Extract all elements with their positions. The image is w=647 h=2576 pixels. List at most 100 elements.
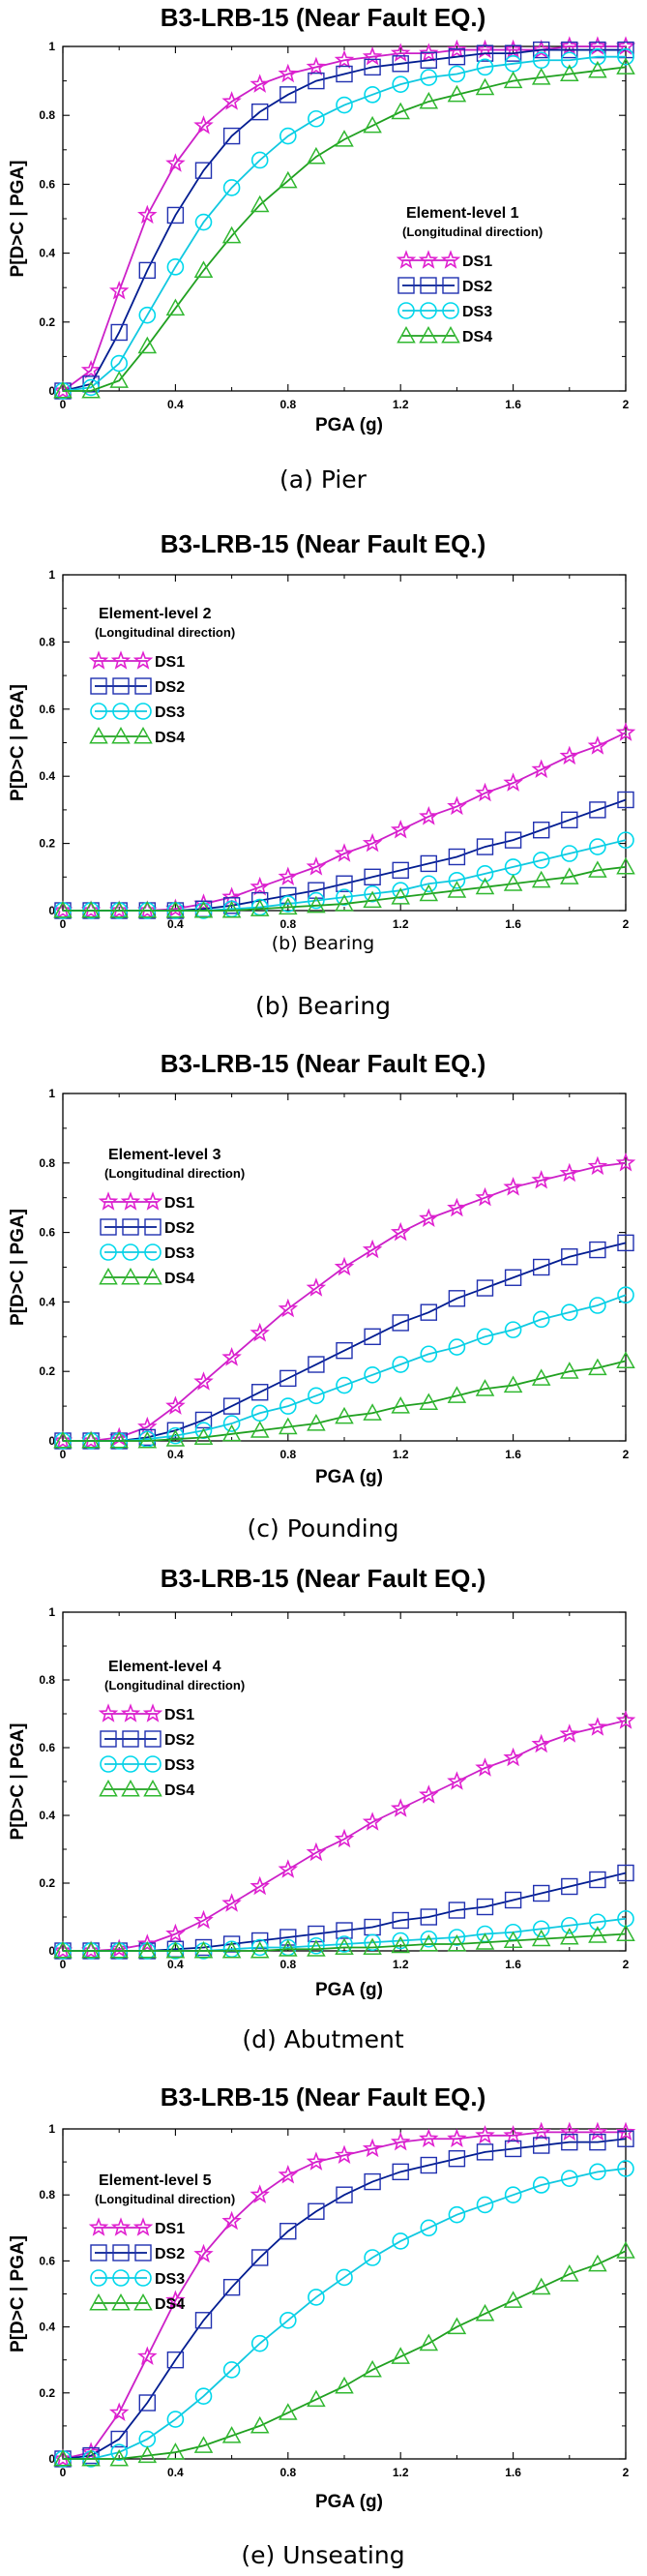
legend-marker-ds1	[440, 250, 461, 269]
legend-label-ds3: DS3	[155, 704, 185, 721]
data-point-ds2	[420, 2156, 437, 2174]
data-point-ds4	[221, 1423, 242, 1442]
data-point-ds4	[503, 874, 523, 891]
data-point-ds3	[308, 2289, 325, 2306]
data-point-ds4	[279, 1939, 298, 1957]
x-axis-label: PGA (g)	[315, 2492, 383, 2512]
data-point-ds4	[531, 1368, 551, 1386]
data-point-ds3	[279, 2311, 297, 2329]
data-point-ds2	[420, 854, 437, 873]
data-point-ds4	[307, 146, 326, 165]
data-point-ds3	[448, 2205, 466, 2224]
data-point-ds4	[307, 2389, 326, 2408]
x-tick-label: 1.2	[393, 2466, 409, 2479]
data-point-ds1	[447, 1197, 467, 1217]
data-point-ds1	[306, 1277, 327, 1297]
y-tick-label: 0.2	[39, 837, 55, 851]
data-point-ds4	[391, 1396, 410, 1414]
legend-marker-ds1	[142, 1191, 163, 1211]
data-point-ds4	[531, 67, 551, 85]
x-tick-label: 2	[623, 2466, 630, 2479]
data-point-ds3	[308, 109, 325, 128]
legend-marker-ds1	[110, 650, 132, 670]
data-point-ds2	[476, 45, 494, 62]
legend-marker-ds4	[133, 2292, 153, 2311]
series-line-ds1	[62, 45, 626, 392]
data-point-ds2	[279, 1369, 297, 1388]
data-point-ds4	[503, 1931, 523, 1949]
data-point-ds1	[447, 1771, 467, 1790]
y-tick-label: 0.6	[39, 1741, 55, 1754]
figure-caption: (d) Abutment	[242, 2025, 404, 2053]
data-point-ds1	[165, 2290, 186, 2310]
y-tick-label: 0.8	[39, 1673, 55, 1687]
x-tick-label: 2	[623, 1448, 630, 1461]
legend: Element-level 2 (Longitudinal direction) D…	[88, 606, 235, 746]
x-tick-label: 0	[60, 2466, 67, 2479]
data-point-ds1	[447, 795, 467, 816]
data-point-ds2	[448, 1902, 466, 1919]
data-point-ds4	[165, 900, 186, 918]
data-point-ds1	[137, 900, 158, 919]
data-point-ds2	[138, 261, 157, 280]
series-line-ds3	[63, 2168, 627, 2460]
legend-marker-ds4	[111, 726, 131, 744]
legend-marker-ds2	[134, 677, 152, 695]
data-point-ds2	[251, 1932, 269, 1950]
data-point-ds4	[109, 1430, 129, 1449]
legend-marker-ds3	[134, 703, 152, 720]
data-point-ds3	[222, 2361, 241, 2379]
legend-marker-ds2	[112, 677, 130, 695]
data-point-ds4	[335, 2376, 354, 2394]
data-point-ds3	[420, 1345, 438, 1363]
data-point-ds2	[476, 1898, 494, 1916]
data-point-ds1	[137, 204, 158, 225]
data-point-ds2	[561, 41, 578, 59]
data-point-ds2	[166, 2351, 185, 2369]
y-tick-label: 0	[48, 2452, 55, 2466]
data-point-ds3	[308, 891, 325, 910]
data-point-ds2	[251, 2249, 269, 2266]
data-point-ds2	[617, 1234, 634, 1252]
data-point-ds2	[448, 1290, 466, 1307]
x-tick-label: 0.8	[279, 917, 296, 931]
data-point-ds4	[560, 1362, 579, 1379]
data-point-ds4	[447, 2317, 467, 2335]
data-point-ds4	[279, 897, 298, 915]
data-point-ds1	[615, 1153, 636, 1172]
legend-marker-ds3	[397, 302, 415, 319]
data-point-ds4	[391, 102, 410, 120]
data-point-ds3	[589, 2163, 606, 2181]
data-point-ds1	[193, 1909, 214, 1930]
x-tick-label: 0.8	[279, 398, 296, 411]
data-point-ds2	[617, 791, 634, 809]
y-tick-label: 1	[48, 1087, 55, 1100]
data-point-ds4	[307, 1414, 326, 1431]
y-tick-label: 0.6	[39, 2254, 55, 2267]
x-tick-label: 0.4	[167, 1958, 184, 1971]
data-point-ds1	[193, 2243, 214, 2263]
data-point-ds1	[250, 2184, 270, 2203]
y-tick-label: 0.8	[39, 2188, 55, 2202]
data-point-ds1	[615, 2121, 636, 2142]
y-tick-label: 0.6	[39, 703, 55, 716]
data-point-ds2	[504, 1891, 522, 1909]
data-point-ds2	[533, 2137, 550, 2154]
data-point-ds4	[250, 899, 270, 916]
legend-label-ds3: DS3	[155, 2271, 185, 2288]
data-point-ds4	[221, 1940, 242, 1959]
data-point-ds2	[533, 1258, 550, 1276]
data-point-ds2	[392, 1911, 409, 1930]
data-point-ds1	[250, 1322, 270, 1342]
data-point-ds4	[560, 867, 579, 884]
data-point-ds4	[109, 900, 129, 918]
data-point-ds2	[364, 1328, 381, 1345]
y-tick-label: 0.2	[39, 2386, 55, 2400]
data-point-ds3	[250, 2334, 269, 2352]
data-point-ds4	[137, 1430, 158, 1449]
data-point-ds4	[419, 1393, 439, 1411]
data-point-ds1	[475, 1186, 495, 1207]
data-point-ds2	[336, 875, 353, 892]
data-point-ds2	[533, 41, 550, 59]
data-point-ds2	[561, 2133, 578, 2151]
